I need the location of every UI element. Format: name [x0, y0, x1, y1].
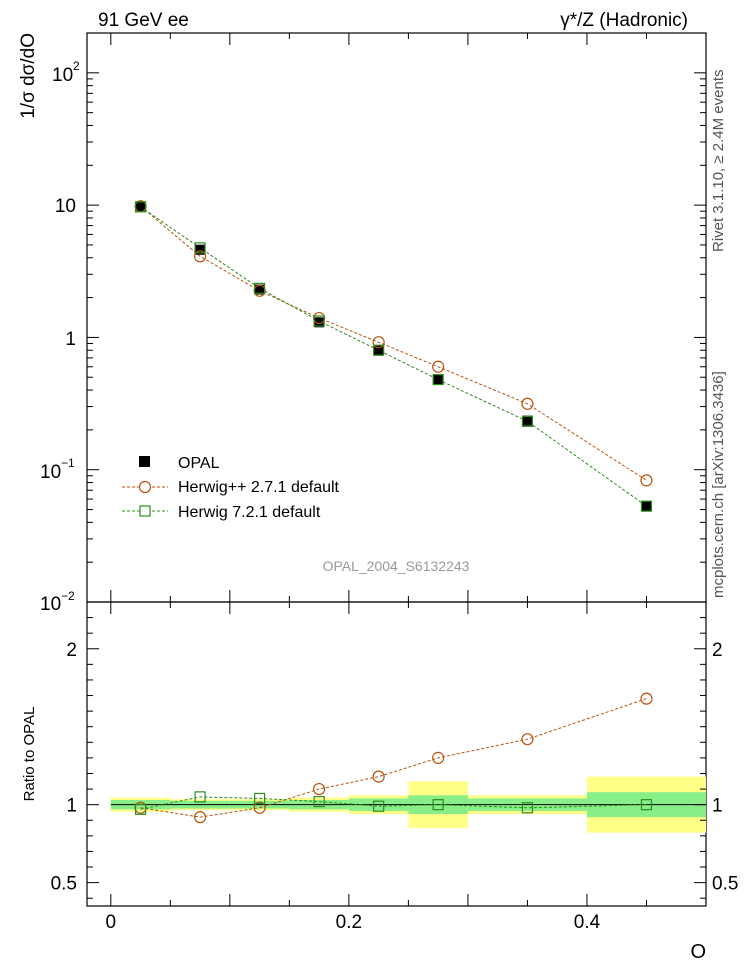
- main-y-ticks: [87, 32, 706, 603]
- xtick-label-0.2: 0.2: [336, 912, 362, 933]
- herwigpp-ratio-point: [253, 801, 266, 814]
- ytick-label-0.01: 10: [40, 594, 61, 615]
- herwig7-ratio-point: [640, 799, 653, 811]
- main-y-label: 1/σ dσ/dO: [18, 33, 39, 119]
- legend-herwigpp-marker: [138, 480, 152, 494]
- herwig7-point: [254, 282, 266, 294]
- left-title: 91 GeV ee: [98, 10, 189, 31]
- herwig7-ratio-point: [134, 803, 147, 815]
- herwig7-ratio-point: [521, 802, 534, 814]
- herwigpp-point: [193, 250, 207, 263]
- herwig7-ratio-line: [140, 796, 647, 810]
- herwig7-line: [140, 206, 647, 507]
- ratio-panel-frame: [86, 601, 707, 907]
- ytick-label-1: 1: [65, 329, 76, 350]
- analysis-watermark: OPAL_2004_S6132243: [323, 558, 470, 574]
- ratio-ytick-label-right-0.5: 0.5: [712, 874, 738, 895]
- x-ticks: [110, 33, 707, 906]
- herwigpp-point: [521, 397, 534, 410]
- ratio-series: [134, 692, 653, 824]
- main-y-tick-labels: 10 2 10 1 10 −1 10 −2: [40, 59, 80, 615]
- herwigpp-ratio-point: [432, 751, 445, 764]
- xtick-label-0: 0: [106, 912, 117, 933]
- herwigpp-ratio-point: [640, 692, 653, 705]
- x-axis-label: O: [690, 941, 706, 963]
- ratio-ytick-label-1: 1: [66, 796, 77, 817]
- herwig7-point: [313, 315, 325, 327]
- herwig7-ratio-point: [194, 791, 206, 803]
- legend-herwig7-marker: [139, 505, 151, 517]
- opal-point: [522, 415, 533, 426]
- ratio-y-ticks: [87, 617, 706, 899]
- ytick-label-0.1-exp: −1: [61, 456, 75, 470]
- herwigpp-line: [140, 205, 647, 481]
- herwig7-ratio-point: [432, 799, 444, 811]
- opal-point: [373, 345, 384, 356]
- herwig7-point: [134, 201, 147, 213]
- ytick-label-10: 10: [55, 196, 76, 217]
- herwigpp-ratio-point: [521, 733, 534, 746]
- opal-point: [314, 317, 325, 328]
- legend-herwigpp-label: Herwig++ 2.7.1 default: [178, 479, 340, 496]
- mcplots-label: mcplots.cern.ch [arXiv:1306.3436]: [710, 371, 727, 598]
- opal-point: [254, 284, 265, 295]
- opal-point: [433, 374, 444, 385]
- ratio-y-label: Ratio to OPAL: [21, 707, 38, 802]
- right-title: γ*/Z (Hadronic): [560, 10, 688, 31]
- opal-point: [641, 501, 652, 512]
- herwigpp-ratio-point: [193, 811, 207, 824]
- herwig7-point: [432, 373, 444, 386]
- rivet-label: Rivet 3.1.10, ≥ 2.4M events: [710, 70, 727, 253]
- herwig7-point: [640, 500, 653, 512]
- legend-opal-label: OPAL: [178, 455, 220, 472]
- ytick-label-0.1: 10: [40, 462, 61, 483]
- opal-point: [135, 201, 146, 212]
- ytick-label-100: 10: [52, 65, 73, 86]
- herwig7-ratio-point: [313, 795, 325, 808]
- herwig7-point: [373, 344, 385, 356]
- ratio-ytick-label-right-1: 1: [712, 796, 723, 817]
- herwigpp-ratio-point: [313, 782, 326, 796]
- legend: OPAL Herwig++ 2.7.1 default Herwig 7.2.1…: [122, 455, 340, 521]
- ytick-label-0.01-exp: −2: [61, 589, 75, 603]
- ratio-ytick-label-right-2: 2: [712, 640, 723, 661]
- legend-opal-marker: [139, 456, 150, 467]
- x-tick-labels: 0 0.2 0.4: [106, 912, 601, 933]
- ratio-y-tick-labels-right: 0.5 1 2: [712, 640, 738, 895]
- herwigpp-ratio-point: [372, 770, 385, 783]
- herwig7-point: [194, 242, 206, 254]
- herwig7-point: [521, 415, 534, 427]
- herwigpp-ratio-line: [140, 698, 647, 818]
- ratio-ytick-label-2: 2: [66, 640, 77, 661]
- ratio-y-tick-labels-left: 0.5 1 2: [51, 640, 77, 895]
- herwigpp-point: [640, 474, 653, 487]
- ytick-label-100-exp: 2: [73, 59, 80, 73]
- herwigpp-point: [372, 336, 385, 349]
- herwigpp-point: [432, 360, 445, 373]
- herwig7-ratio-point: [373, 800, 385, 812]
- ratio-ytick-label-0.5: 0.5: [51, 874, 77, 895]
- main-series: [134, 200, 653, 512]
- legend-herwig7-label: Herwig 7.2.1 default: [178, 504, 321, 521]
- opal-point: [195, 244, 206, 255]
- herwig7-ratio-point: [254, 792, 266, 805]
- xtick-label-0.4: 0.4: [574, 912, 601, 933]
